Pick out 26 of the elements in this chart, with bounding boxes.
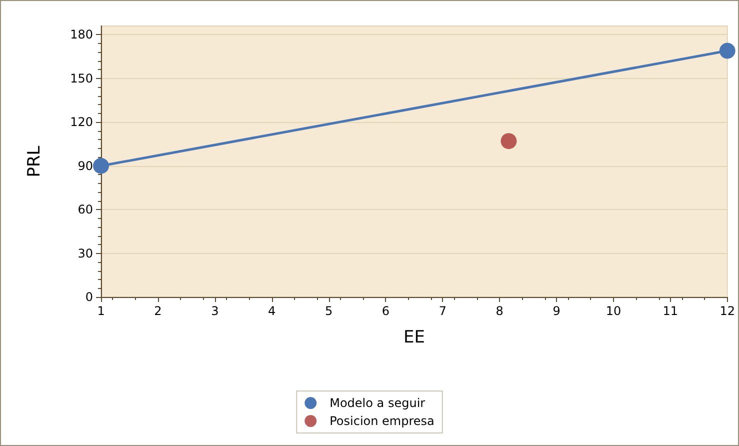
x-tick-label: 4 — [268, 304, 276, 318]
y-tick-label: 30 — [78, 246, 93, 260]
y-tick-label: 0 — [85, 290, 93, 304]
y-tick-label: 120 — [70, 115, 93, 130]
x-tick-label: 12 — [720, 304, 736, 318]
point — [93, 158, 109, 174]
legend-label: Posicion empresa — [330, 414, 434, 428]
y-tick-label: 150 — [70, 71, 93, 86]
x-tick-label: 11 — [662, 304, 678, 318]
point — [719, 42, 736, 59]
y-axis-title: PRL — [24, 145, 44, 178]
legend-label: Modelo a seguir — [330, 396, 426, 410]
x-tick-label: 1 — [97, 304, 105, 318]
x-tick-label: 9 — [552, 304, 560, 318]
x-tick-label: 2 — [154, 304, 162, 318]
x-axis-title: EE — [403, 328, 425, 348]
x-tick-label: 8 — [496, 304, 504, 318]
x-tick-label: 6 — [382, 304, 390, 318]
x-tick-label: 3 — [211, 304, 219, 318]
point — [500, 133, 517, 150]
x-tick-label: 5 — [324, 304, 333, 318]
y-tick-label: 60 — [78, 202, 93, 217]
x-tick-label: 7 — [438, 304, 446, 318]
y-tick-label: 180 — [70, 28, 93, 42]
x-tick-label: 10 — [606, 304, 622, 318]
y-tick-label: 90 — [78, 158, 93, 173]
